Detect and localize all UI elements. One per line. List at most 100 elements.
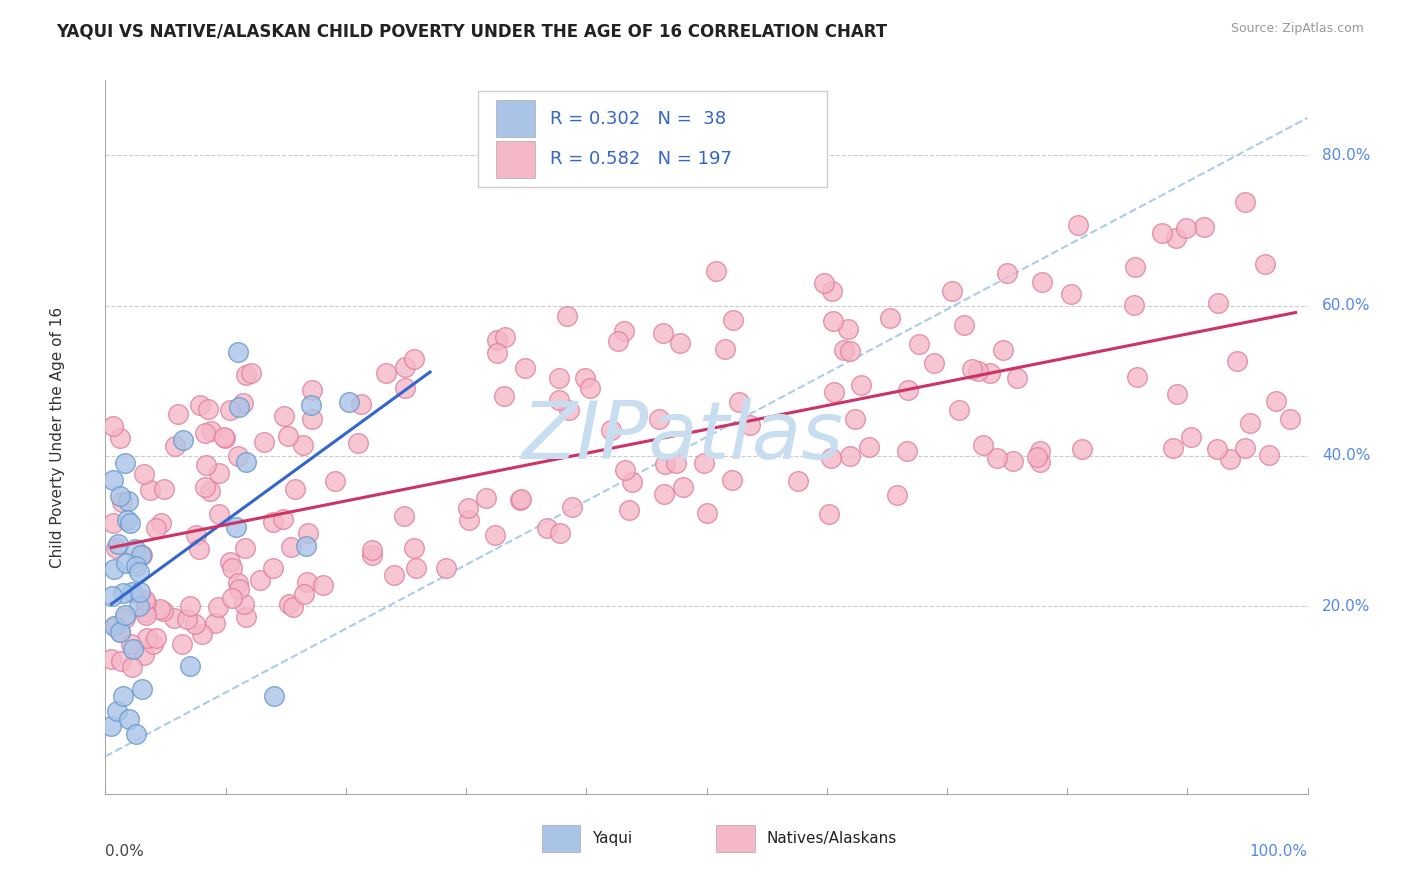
Point	[232, 597, 254, 611]
Point	[613, 324, 636, 338]
Point	[103, 562, 125, 576]
Point	[104, 619, 127, 633]
Point	[145, 631, 167, 645]
Point	[457, 501, 479, 516]
Point	[108, 490, 131, 504]
Point	[134, 648, 156, 662]
Point	[494, 330, 516, 344]
Point	[228, 576, 250, 591]
Point	[886, 487, 908, 501]
Point	[941, 285, 963, 299]
Point	[115, 556, 138, 570]
Point	[249, 573, 271, 587]
Point	[103, 619, 125, 633]
Point	[273, 409, 295, 424]
Point	[821, 314, 844, 328]
Point	[647, 411, 669, 425]
Point	[617, 502, 640, 516]
Point	[834, 343, 856, 358]
Point	[179, 659, 201, 673]
Point	[131, 549, 153, 563]
Point	[214, 431, 236, 445]
Point	[253, 434, 276, 449]
Point	[1233, 195, 1256, 210]
Point	[821, 284, 844, 298]
Point	[1180, 429, 1202, 443]
Point	[134, 467, 156, 482]
Point	[654, 457, 676, 471]
Text: Source: ZipAtlas.com: Source: ZipAtlas.com	[1230, 22, 1364, 36]
Point	[579, 381, 602, 395]
Point	[513, 360, 536, 375]
Point	[208, 466, 231, 480]
Point	[837, 321, 859, 335]
Point	[187, 541, 209, 556]
Point	[301, 412, 323, 426]
Point	[295, 575, 318, 590]
Point	[152, 604, 174, 618]
Point	[838, 450, 860, 464]
Point	[991, 343, 1014, 357]
Point	[103, 473, 125, 487]
Point	[124, 727, 146, 741]
Text: ZIPatlas: ZIPatlas	[522, 398, 844, 476]
Point	[200, 425, 222, 439]
Point	[818, 508, 841, 522]
Point	[194, 480, 217, 494]
Point	[120, 637, 142, 651]
Point	[728, 395, 751, 409]
Text: 100.0%: 100.0%	[1250, 844, 1308, 859]
Point	[134, 593, 156, 607]
Point	[110, 654, 132, 668]
Point	[394, 381, 416, 395]
Point	[135, 607, 157, 622]
Point	[434, 561, 457, 575]
Point	[693, 456, 716, 470]
Point	[114, 456, 136, 470]
Point	[228, 582, 250, 597]
Point	[204, 616, 226, 631]
Point	[896, 444, 918, 458]
Point	[1161, 441, 1184, 455]
Point	[1192, 220, 1215, 235]
Point	[235, 455, 257, 469]
Point	[561, 500, 583, 514]
Point	[297, 525, 319, 540]
Point	[108, 432, 131, 446]
Point	[295, 539, 318, 553]
Point	[233, 541, 256, 556]
Point	[101, 418, 124, 433]
Point	[280, 540, 302, 554]
Point	[922, 356, 945, 370]
Point	[1070, 442, 1092, 457]
Point	[347, 435, 370, 450]
Point	[704, 264, 727, 278]
Point	[118, 516, 141, 531]
Text: Natives/Alaskans: Natives/Alaskans	[766, 830, 897, 846]
Point	[375, 366, 398, 380]
Point	[509, 492, 531, 507]
Point	[361, 548, 384, 562]
Point	[823, 385, 845, 400]
Point	[404, 541, 426, 555]
Point	[907, 336, 929, 351]
Point	[228, 401, 250, 415]
Point	[1206, 296, 1229, 310]
Point	[198, 483, 221, 498]
Point	[713, 343, 735, 357]
Point	[979, 367, 1001, 381]
Point	[1279, 411, 1302, 425]
Point	[148, 602, 170, 616]
Point	[1264, 393, 1286, 408]
Point	[548, 525, 571, 540]
Point	[195, 458, 218, 473]
Point	[263, 690, 285, 704]
Point	[558, 403, 581, 417]
Point	[547, 393, 569, 408]
Point	[191, 627, 214, 641]
Point	[301, 383, 323, 397]
Point	[1031, 275, 1053, 289]
Point	[101, 590, 124, 604]
Point	[392, 508, 415, 523]
Point	[135, 631, 157, 645]
